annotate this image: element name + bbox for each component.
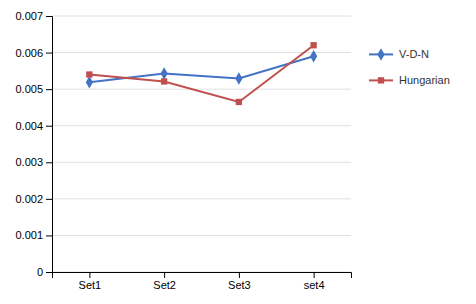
y-tick: 0 (37, 266, 52, 278)
marks (86, 42, 317, 105)
x-axis-line (53, 273, 352, 279)
y-tick-mark (46, 89, 52, 90)
grid-line (52, 16, 351, 17)
y-tick-label: 0.005 (15, 83, 43, 95)
x-tick-mark (314, 272, 315, 278)
y-tick-mark (46, 272, 52, 273)
marker (310, 42, 316, 48)
y-axis-line (46, 17, 53, 273)
y-tick: 0.005 (15, 83, 52, 95)
y-tick-mark (46, 126, 52, 127)
plot: 0 0.001 0.002 0.003 0.004 0.005 0.006 0.007 Set1… (15, 10, 351, 291)
x-axis: Set1 Set2 Set3 set4 (53, 272, 352, 291)
grid (52, 16, 351, 272)
y-tick-label: 0.003 (15, 156, 43, 168)
y-tick-label: 0.002 (15, 193, 43, 205)
y-tick: 0.001 (15, 229, 52, 241)
y-tick-label: 0.004 (15, 120, 43, 132)
y-tick-mark (46, 235, 52, 236)
x-tick: Set1 (79, 272, 102, 291)
series-line (89, 45, 313, 102)
y-tick-label: 0.001 (15, 229, 43, 241)
y-tick: 0.002 (15, 193, 52, 205)
marker (86, 76, 93, 88)
grid-line (52, 235, 351, 236)
x-tick-label: Set1 (79, 279, 102, 291)
marker (310, 50, 317, 62)
y-tick: 0.003 (15, 156, 52, 168)
grid-line (52, 125, 351, 126)
x-tick-label: Set2 (153, 279, 176, 291)
y-tick-mark (46, 162, 52, 163)
x-tick-mark (239, 272, 240, 278)
legend-item: V-D-N (369, 48, 429, 60)
x-tick-label: set4 (304, 279, 325, 291)
legend-item: Hungarian (369, 74, 450, 86)
marker (86, 71, 92, 77)
y-tick-mark (46, 53, 52, 54)
y-tick: 0.004 (15, 120, 52, 132)
marker (235, 72, 242, 84)
y-tick-mark (46, 199, 52, 200)
marker (161, 67, 168, 79)
marker (236, 99, 242, 105)
x-tick-mark (164, 272, 165, 278)
y-tick: 0.006 (15, 47, 52, 59)
x-tick: Set2 (153, 272, 176, 291)
legend-label: Hungarian (399, 74, 450, 86)
y-axis: 0 0.001 0.002 0.003 0.004 0.005 0.006 0.007 (15, 10, 52, 278)
y-tick-mark (46, 16, 52, 17)
y-tick-label: 0 (37, 266, 43, 278)
legend-swatch-marker (377, 48, 384, 60)
legend: V-D-N Hungarian (369, 48, 450, 86)
legend-swatch-marker (378, 77, 384, 83)
x-tick-mark (89, 272, 90, 278)
grid-line (52, 89, 351, 90)
y-tick-label: 0.007 (15, 10, 43, 22)
chart: 0 0.001 0.002 0.003 0.004 0.005 0.006 0.007 Set1… (0, 0, 476, 304)
x-tick: Set3 (228, 272, 251, 291)
y-tick-label: 0.006 (15, 47, 43, 59)
y-tick: 0.007 (15, 10, 52, 22)
grid-line (52, 162, 351, 163)
x-tick-label: Set3 (228, 279, 251, 291)
legend-label: V-D-N (399, 48, 429, 60)
grid-line (52, 52, 351, 53)
marker (161, 78, 167, 84)
x-tick: set4 (304, 272, 325, 291)
grid-line (52, 198, 351, 199)
